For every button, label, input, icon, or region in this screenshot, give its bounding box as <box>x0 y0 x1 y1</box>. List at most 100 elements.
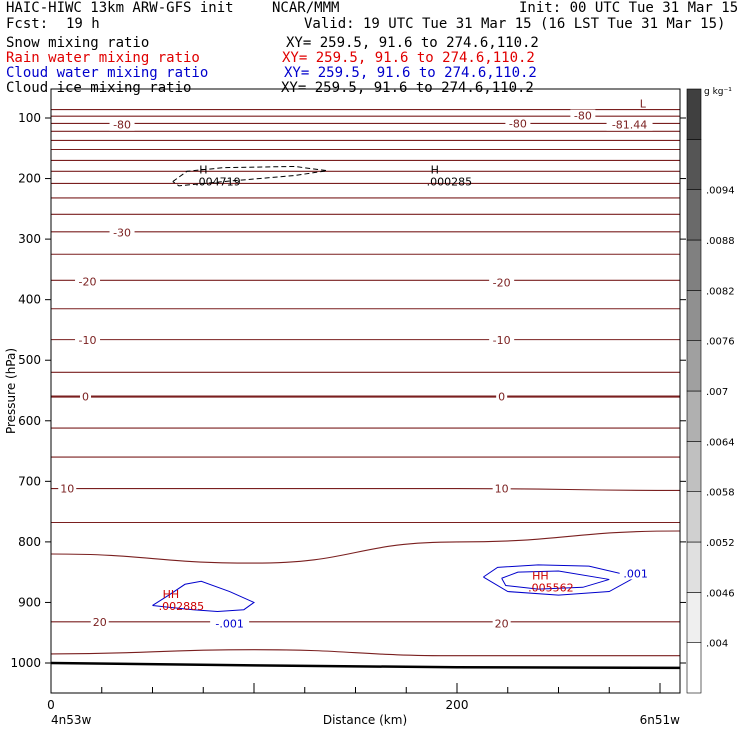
contour-label-11: 10 <box>60 483 74 496</box>
colorbar-label-8: .0088 <box>706 236 735 247</box>
extremum-value-4: .005562 <box>528 581 574 594</box>
y-tick-label-4: 500 <box>18 353 41 367</box>
model-title: HAIC-HIWC 13km ARW-GFS init <box>6 0 234 16</box>
contour-label-bg <box>58 482 77 495</box>
contour-label-bg <box>492 482 511 495</box>
init-time: Init: 00 UTC Tue 31 Mar 15 <box>519 0 739 16</box>
contour-label-16: .001 <box>623 567 648 580</box>
colorbar-label-4: .0064 <box>706 437 735 448</box>
contour-label-bg <box>109 226 135 239</box>
snow-contour <box>172 165 328 187</box>
colorbar-segment-8 <box>686 239 702 291</box>
colorbar-segment-4 <box>686 441 702 492</box>
field-name-cloud-water: Cloud water mixing ratio <box>6 65 209 81</box>
x-start-label: 4n53w <box>51 713 92 727</box>
y-tick-label-8: 900 <box>18 595 41 609</box>
field-name-rain: Rain water mixing ratio <box>6 50 200 66</box>
x-tick-label-1: 200 <box>446 698 469 712</box>
contour-label-bg <box>109 118 135 131</box>
contour-label-5: -20 <box>79 276 97 289</box>
valid-time: Valid: 19 UTC Tue 31 Mar 15 (16 LST Tue … <box>304 16 726 32</box>
contour-label-bg <box>90 615 109 628</box>
contour-label-bg <box>80 390 92 403</box>
y-tick-label-2: 300 <box>18 232 41 246</box>
temperature-contour-22 <box>50 530 681 564</box>
plot-frame <box>50 88 681 694</box>
colorbar-segment-6 <box>686 340 702 392</box>
x-tick-label-0: 0 <box>47 698 55 712</box>
colorbar-label-7: .0082 <box>706 286 735 297</box>
colorbar-segment-11 <box>686 88 702 140</box>
y-tick-label-1: 200 <box>18 172 41 186</box>
extremum-value-3: .002885 <box>159 600 205 613</box>
extremum-value-0: .004719 <box>195 176 241 189</box>
y-axis-title: Pressure (hPa) <box>4 348 18 434</box>
y-tick-label-9: 1000 <box>10 656 41 670</box>
cloud-water-contour-2 <box>501 570 610 590</box>
y-tick-label-0: 100 <box>18 111 41 125</box>
field-xy-rain: XY= 259.5, 91.6 to 274.6,110.2 <box>282 50 535 66</box>
contour-label-bg <box>496 390 508 403</box>
colorbar-segment-1 <box>686 592 702 643</box>
colorbar-segment-5 <box>686 390 702 442</box>
contour-label-bg <box>75 334 101 347</box>
temperature-contour-20 <box>51 488 681 491</box>
fcst-value: 19 h <box>66 16 100 32</box>
colorbar-segment-9 <box>686 189 702 241</box>
contour-label-bg <box>570 109 596 122</box>
contour-layer <box>50 108 681 670</box>
temperature-contour-24 <box>50 649 680 657</box>
contour-label-bg <box>489 276 515 289</box>
colorbar-segment-10 <box>686 139 702 190</box>
colorbar: .004 .0046 .0052 .0058 .0064 .007 .0076 .0082 .0… <box>686 88 735 694</box>
extremum-mark-2: L <box>640 98 647 111</box>
extremum-value-1: .000285 <box>427 176 473 189</box>
contour-label-1: -80 <box>509 117 527 130</box>
contour-label-bg <box>505 117 531 130</box>
colorbar-segment-0 <box>686 642 702 694</box>
contour-label-7: -10 <box>79 334 97 347</box>
contour-label-13: 20 <box>93 616 107 629</box>
contour-label-8: -10 <box>493 334 511 347</box>
contour-label-14: 20 <box>495 618 509 631</box>
contour-label-bg <box>619 567 652 580</box>
label-layer: -80 -80 -80 -81.44 -30 -20 -20 -10 -10 0 0 10 10 20 20… <box>58 98 653 631</box>
contour-label-bg <box>489 334 515 347</box>
colorbar-label-2: .0052 <box>706 538 735 549</box>
colorbar-label-3: .0058 <box>706 488 735 499</box>
colorbar-label-5: .007 <box>706 387 728 398</box>
y-tick-label-6: 700 <box>18 474 41 488</box>
y-tick-label-3: 400 <box>18 293 41 307</box>
contour-label-12: 10 <box>495 483 509 496</box>
field-name-snow: Snow mixing ratio <box>6 35 150 51</box>
x-axis-title: Distance (km) <box>323 713 407 727</box>
colorbar-label-1: .0046 <box>706 588 735 599</box>
colorbar-label-0: .004 <box>706 639 728 650</box>
contour-label-15: -.001 <box>215 618 243 631</box>
contour-label-bg <box>606 118 653 131</box>
contour-label-bg <box>210 617 250 630</box>
contour-label-4: -30 <box>113 226 131 239</box>
contour-label-9: 0 <box>82 391 89 404</box>
colorbar-label-6: .0076 <box>706 337 735 348</box>
extremum-mark-3: HH <box>163 588 180 601</box>
extremum-mark-0: H <box>199 164 207 177</box>
y-tick-label-5: 600 <box>18 414 41 428</box>
colorbar-segment-2 <box>686 541 702 593</box>
cloud-water-contour-0 <box>152 580 255 613</box>
contour-label-3: -81.44 <box>612 119 647 132</box>
field-xy-snow: XY= 259.5, 91.6 to 274.6,110.2 <box>286 35 539 51</box>
ground-line <box>50 661 681 670</box>
contour-label-6: -20 <box>493 277 511 290</box>
colorbar-segment-3 <box>686 491 702 543</box>
field-xy-cloud-ice: XY= 259.5, 91.6 to 274.6,110.2 <box>281 80 534 96</box>
contour-label-2: -80 <box>574 110 592 123</box>
field-xy-cloud-water: XY= 259.5, 91.6 to 274.6,110.2 <box>284 65 537 81</box>
extremum-mark-4: HH <box>532 569 549 582</box>
colorbar-segment-7 <box>686 290 702 341</box>
x-end-label: 6n51w <box>640 713 681 727</box>
contour-label-bg <box>492 617 511 630</box>
y-tick-label-7: 800 <box>18 535 41 549</box>
